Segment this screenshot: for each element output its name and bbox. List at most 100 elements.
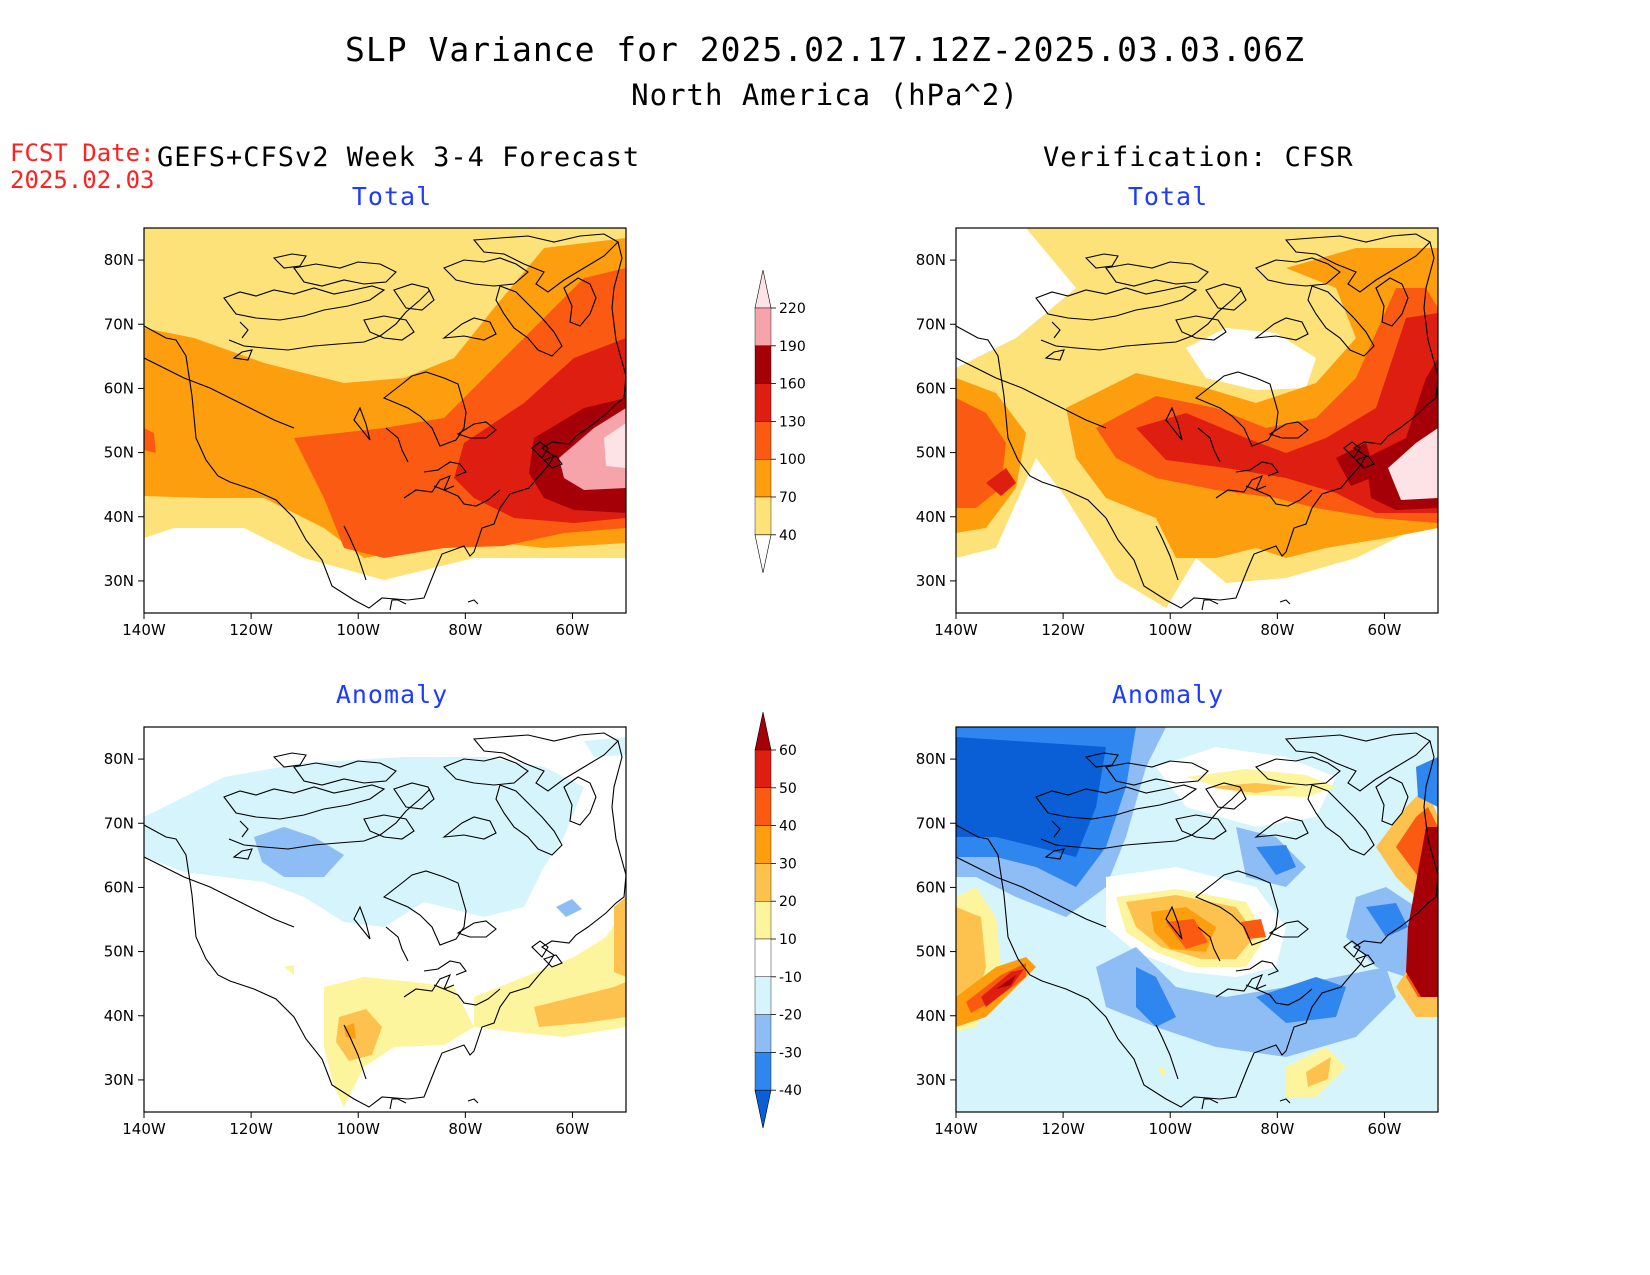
colorbar-segment: [754, 900, 772, 940]
verification-anomaly-fill: [956, 727, 1438, 1112]
forecast-total-fill: [144, 228, 626, 613]
colorbar-segment: [754, 749, 772, 788]
lon-tick-label: 120W: [1041, 621, 1085, 639]
colorbar-label: 60: [779, 743, 797, 759]
colorbar-label: 40: [779, 819, 797, 835]
lat-tick-label: 40N: [916, 508, 946, 526]
lat-tick-label: 50N: [916, 444, 946, 462]
map-title: SLP Variance for 2025.02.17.12Z-2025.03.…: [345, 30, 1305, 69]
lon-tick-label: 80W: [448, 621, 482, 639]
forecast-anomaly-fill: [144, 727, 626, 1112]
verification-total-map: 140W 120W 100W 80W 60W 80N 70N 60N 50N 40N 30N: [916, 227, 1439, 639]
lon-tick-label: 80W: [448, 1120, 482, 1138]
forecast-total-map: 140W 120W 100W 80W 60W 80N 70N 60N 50N 40N 30N: [104, 227, 627, 639]
total-colorbar: 40 70 100 130 160 190 220: [754, 269, 806, 573]
colorbar-label: 130: [779, 414, 806, 430]
anomaly-colorbar: -40 -30 -20 -10 10 20 30 40 50 60: [754, 711, 802, 1129]
lon-tick-label: 140W: [122, 621, 166, 639]
map-subtitle: North America (hPa^2): [631, 78, 1019, 112]
colorbar-label: 20: [779, 894, 797, 910]
lat-tick-label: 30N: [916, 572, 946, 590]
lat-tick-label: 30N: [916, 1071, 946, 1089]
lon-tick-label: 60W: [1367, 1120, 1401, 1138]
forecast-date-label: FCST Date:: [10, 139, 155, 167]
colorbar-segment: [754, 1014, 772, 1053]
lon-tick-label: 120W: [229, 1120, 273, 1138]
colorbar-label: 50: [779, 781, 797, 797]
lat-tick-label: 40N: [104, 508, 134, 526]
colorbar-label: 160: [779, 377, 806, 393]
lat-tick-label: 80N: [916, 251, 946, 269]
colorbar-label: -10: [779, 970, 802, 986]
lat-tick-label: 60N: [916, 379, 946, 397]
colorbar-segment: [754, 496, 772, 535]
colorbar-segment: [754, 825, 772, 864]
colorbar-label: -30: [779, 1045, 802, 1061]
colorbar-label: 190: [779, 339, 806, 355]
verification-column-title: Verification: CFSR: [1043, 142, 1354, 173]
colorbar-segment: [754, 345, 772, 384]
lat-tick-label: 50N: [104, 943, 134, 961]
lon-tick-label: 140W: [934, 621, 978, 639]
lat-tick-label: 40N: [916, 1007, 946, 1025]
colorbar-segment: [754, 1052, 772, 1091]
colorbar-segment: [754, 307, 772, 346]
lat-tick-label: 70N: [916, 814, 946, 832]
forecast-anomaly-map: 140W 120W 100W 80W 60W 80N 70N 60N 50N 40N 30N: [104, 726, 627, 1138]
verification-anomaly-map: 140W 120W 100W 80W 60W 80N 70N 60N 50N 40N 30N: [916, 726, 1439, 1138]
colorbar-label: 220: [779, 301, 806, 317]
lon-tick-label: 100W: [336, 1120, 380, 1138]
colorbar-label: 30: [779, 856, 797, 872]
verification-total-title: Total: [1127, 182, 1209, 211]
lon-tick-label: 80W: [1260, 1120, 1294, 1138]
forecast-column-title: GEFS+CFSv2 Week 3-4 Forecast: [157, 142, 641, 173]
colorbar-segment: [754, 863, 772, 902]
verification-anomaly-title: Anomaly: [1111, 680, 1225, 709]
colorbar-bottom-arrow: [754, 534, 772, 573]
lat-tick-label: 70N: [104, 814, 134, 832]
colorbar-label: 40: [779, 528, 797, 544]
lat-tick-label: 60N: [916, 878, 946, 896]
lon-tick-label: 100W: [336, 621, 380, 639]
lon-tick-label: 140W: [934, 1120, 978, 1138]
forecast-date-block: FCST Date: 2025.02.03: [10, 140, 155, 194]
lon-tick-label: 100W: [1148, 1120, 1192, 1138]
lat-tick-label: 80N: [916, 750, 946, 768]
lat-tick-label: 50N: [916, 943, 946, 961]
forecast-date-value: 2025.02.03: [10, 166, 155, 194]
lat-tick-label: 40N: [104, 1007, 134, 1025]
colorbar-label: 100: [779, 452, 806, 468]
lat-tick-label: 30N: [104, 572, 134, 590]
colorbar-segment: [754, 458, 772, 498]
colorbar-top-arrow: [754, 269, 772, 309]
lat-tick-label: 30N: [104, 1071, 134, 1089]
lon-tick-label: 140W: [122, 1120, 166, 1138]
lat-tick-label: 80N: [104, 750, 134, 768]
colorbar-label: -20: [779, 1008, 802, 1024]
forecast-total-title: Total: [351, 182, 433, 211]
forecast-anomaly-title: Anomaly: [335, 680, 449, 709]
colorbar-label: -40: [779, 1083, 802, 1099]
lat-tick-label: 80N: [104, 251, 134, 269]
colorbar-bottom-arrow: [754, 1089, 772, 1129]
lon-tick-label: 60W: [555, 1120, 589, 1138]
lon-tick-label: 120W: [229, 621, 273, 639]
colorbar-segment: [754, 421, 772, 460]
verification-total-fill: [956, 228, 1438, 613]
colorbar-segment: [754, 383, 772, 422]
lat-tick-label: 70N: [104, 315, 134, 333]
colorbar-segment: [754, 787, 772, 826]
colorbar-label: 10: [779, 932, 797, 948]
lon-tick-label: 100W: [1148, 621, 1192, 639]
colorbar-label: 70: [779, 490, 797, 506]
lon-tick-label: 120W: [1041, 1120, 1085, 1138]
lat-tick-label: 70N: [916, 315, 946, 333]
lon-tick-label: 60W: [555, 621, 589, 639]
lat-tick-label: 50N: [104, 444, 134, 462]
colorbar-segment: [754, 976, 772, 1015]
colorbar-segment: [754, 938, 772, 977]
lat-tick-label: 60N: [104, 379, 134, 397]
lat-tick-label: 60N: [104, 878, 134, 896]
colorbar-top-arrow: [754, 711, 772, 751]
lon-tick-label: 60W: [1367, 621, 1401, 639]
